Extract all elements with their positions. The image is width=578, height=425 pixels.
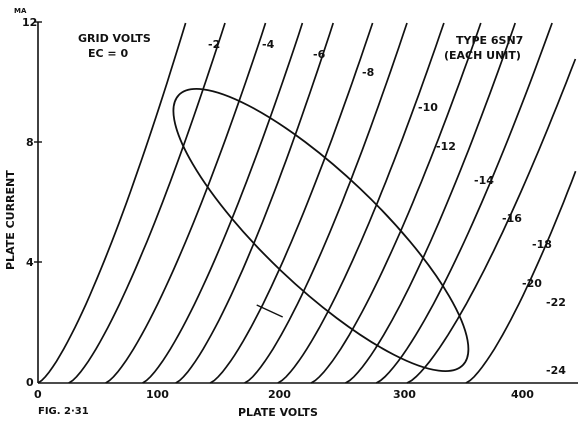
title-left-line1: GRID VOLTS <box>78 32 151 45</box>
curve-ec-m2 <box>68 22 226 384</box>
grid-voltage-curves <box>37 22 577 384</box>
curve-label-m14: -14 <box>474 174 494 187</box>
y-axis-label: PLATE CURRENT <box>4 170 17 270</box>
curve-ec-m16 <box>310 22 482 384</box>
curve-label-m16: -16 <box>502 212 522 225</box>
title-right-line2: (EACH UNIT) <box>444 49 521 62</box>
y-tick-label-8: 8 <box>26 136 34 149</box>
curve-label-m20: -20 <box>522 277 542 290</box>
curve-label-m12: -12 <box>436 140 456 153</box>
x-tick-label-200: 200 <box>268 388 291 401</box>
x-axis-label: PLATE VOLTS <box>238 406 318 419</box>
curve-label-m24: -24 <box>546 364 566 377</box>
title-left-line2: EC = 0 <box>88 47 128 60</box>
load-ellipse <box>172 87 470 373</box>
curve-ec-m18 <box>345 22 517 384</box>
curve-ec-m14 <box>277 22 445 384</box>
curve-ec-m10 <box>209 22 374 384</box>
curve-label-m8: -8 <box>362 66 374 79</box>
operating-point-marker <box>256 304 283 318</box>
curve-ec-m24 <box>465 170 577 384</box>
load-ellipse-layer <box>172 87 470 373</box>
curve-ec-m6 <box>142 22 304 384</box>
curve-label-m18: -18 <box>532 238 552 251</box>
x-tick-label-400: 400 <box>511 388 534 401</box>
x-tick-label-300: 300 <box>393 388 416 401</box>
y-tick-label-0: 0 <box>26 376 34 389</box>
curve-label-m22: -22 <box>546 296 566 309</box>
curve-ec-0 <box>37 22 187 384</box>
curve-label-m2: -2 <box>208 38 220 51</box>
y-tick-label-4: 4 <box>26 256 34 269</box>
curve-ec-m22 <box>406 58 577 384</box>
curve-ec-m4 <box>105 22 267 384</box>
curve-ec-m20 <box>375 22 553 384</box>
curve-ec-m8 <box>175 22 335 384</box>
title-right-line1: TYPE 6SN7 <box>456 34 523 47</box>
figure-label: FIG. 2·31 <box>38 406 89 417</box>
curve-ec-m12 <box>244 22 408 384</box>
x-tick-label-0: 0 <box>34 388 42 401</box>
curve-label-m4: -4 <box>262 38 275 51</box>
x-tick-label-100: 100 <box>146 388 169 401</box>
y-tick-label-12: 12 <box>22 16 37 29</box>
y-unit-label: MA <box>14 7 27 15</box>
curve-label-m6: -6 <box>313 48 326 61</box>
curve-label-m10: -10 <box>418 101 438 114</box>
